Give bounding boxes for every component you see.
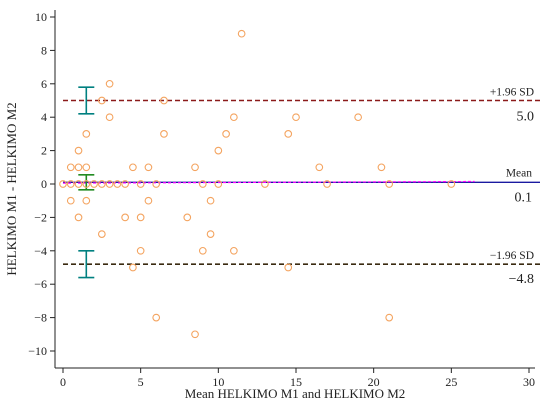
- data-point: [97, 230, 106, 238]
- data-point: [144, 163, 153, 172]
- y-tick-label: −8: [34, 311, 47, 325]
- data-point: [160, 96, 168, 105]
- x-tick-label: 20: [368, 375, 380, 389]
- data-point: [198, 246, 207, 255]
- data-point: [447, 180, 456, 188]
- data-point: [121, 180, 129, 188]
- y-ticks: −10 −8 −6 −4 −2 0 2 4 6 8 10: [28, 10, 55, 358]
- x-ticks: 0 5 10 15 20 25 30: [60, 368, 535, 389]
- y-tick-label: −10: [28, 344, 47, 358]
- data-point: [97, 180, 106, 188]
- data-point: [105, 180, 114, 188]
- y-tick-label: −4: [34, 244, 47, 258]
- lower-loa-value: −4.8: [509, 272, 534, 287]
- data-point: [261, 180, 269, 188]
- data-point: [105, 113, 114, 122]
- data-point: [385, 313, 394, 322]
- scatter-points: [59, 29, 456, 339]
- data-point: [74, 146, 83, 155]
- x-tick-label: 15: [290, 375, 302, 389]
- y-tick-label: 10: [35, 10, 47, 24]
- data-point: [59, 180, 67, 188]
- upper-loa-value: 5.0: [517, 110, 535, 125]
- x-axis-title: Mean HELKIMO M1 and HELKIMO M2: [185, 386, 406, 401]
- data-point: [82, 163, 91, 172]
- mean-value: 0.1: [515, 190, 533, 205]
- data-point: [323, 180, 331, 188]
- data-point: [74, 180, 83, 188]
- data-point: [214, 180, 223, 188]
- reference-lines: [62, 99, 540, 265]
- x-tick-label: 0: [60, 375, 66, 389]
- y-tick-label: −2: [34, 210, 47, 224]
- y-tick-label: 6: [41, 77, 47, 91]
- data-point: [66, 180, 75, 188]
- lower-loa-label: −1.96 SD: [490, 250, 534, 262]
- data-point: [152, 313, 161, 322]
- data-point: [74, 163, 83, 172]
- data-point: [113, 180, 122, 188]
- data-point: [129, 163, 137, 172]
- data-point: [385, 180, 394, 188]
- data-point: [136, 246, 145, 255]
- upper-loa-label: +1.96 SD: [490, 87, 534, 99]
- data-point: [74, 213, 83, 222]
- data-point: [97, 96, 106, 105]
- data-point: [214, 146, 223, 155]
- data-point: [315, 163, 324, 172]
- data-point: [136, 213, 145, 222]
- data-point: [160, 130, 168, 138]
- y-tick-label: 2: [41, 144, 47, 158]
- x-tick-label: 10: [212, 375, 224, 389]
- data-point: [377, 163, 386, 172]
- data-point: [191, 163, 199, 172]
- data-point: [284, 263, 293, 272]
- data-point: [237, 29, 246, 38]
- data-point: [66, 163, 75, 172]
- confidence-intervals: [78, 86, 95, 279]
- data-point: [82, 180, 91, 188]
- data-point: [144, 196, 153, 205]
- data-point: [206, 230, 215, 238]
- data-point: [230, 246, 238, 255]
- data-point: [206, 196, 215, 205]
- y-tick-label: 0: [41, 177, 47, 191]
- y-axis-title: HELKIMO M1 - HELKIMO M2: [4, 102, 19, 275]
- y-tick-label: 4: [41, 110, 47, 124]
- data-point: [183, 213, 192, 222]
- x-tick-label: 25: [445, 375, 457, 389]
- data-point: [284, 130, 293, 138]
- plot-frame: [54, 10, 535, 369]
- regression-line: [62, 180, 475, 184]
- data-point: [136, 180, 145, 188]
- data-point: [66, 196, 75, 205]
- x-tick-label: 5: [138, 375, 144, 389]
- data-point: [354, 113, 362, 122]
- data-point: [105, 79, 114, 88]
- data-point: [222, 130, 230, 138]
- data-point: [82, 130, 91, 138]
- data-point: [129, 263, 137, 272]
- data-point: [292, 113, 300, 122]
- y-tick-label: −6: [34, 277, 47, 291]
- data-point: [152, 180, 161, 188]
- data-point: [191, 330, 199, 339]
- data-point: [198, 180, 207, 188]
- data-point: [230, 113, 238, 122]
- data-point: [121, 213, 129, 222]
- x-tick-label: 30: [523, 375, 535, 389]
- mean-label: Mean: [506, 167, 532, 179]
- y-tick-label: 8: [41, 43, 47, 57]
- data-point: [90, 180, 98, 188]
- data-point: [82, 196, 91, 205]
- line-annotations: +1.96 SD 5.0 Mean 0.1 −1.96 SD −4.8: [490, 87, 534, 288]
